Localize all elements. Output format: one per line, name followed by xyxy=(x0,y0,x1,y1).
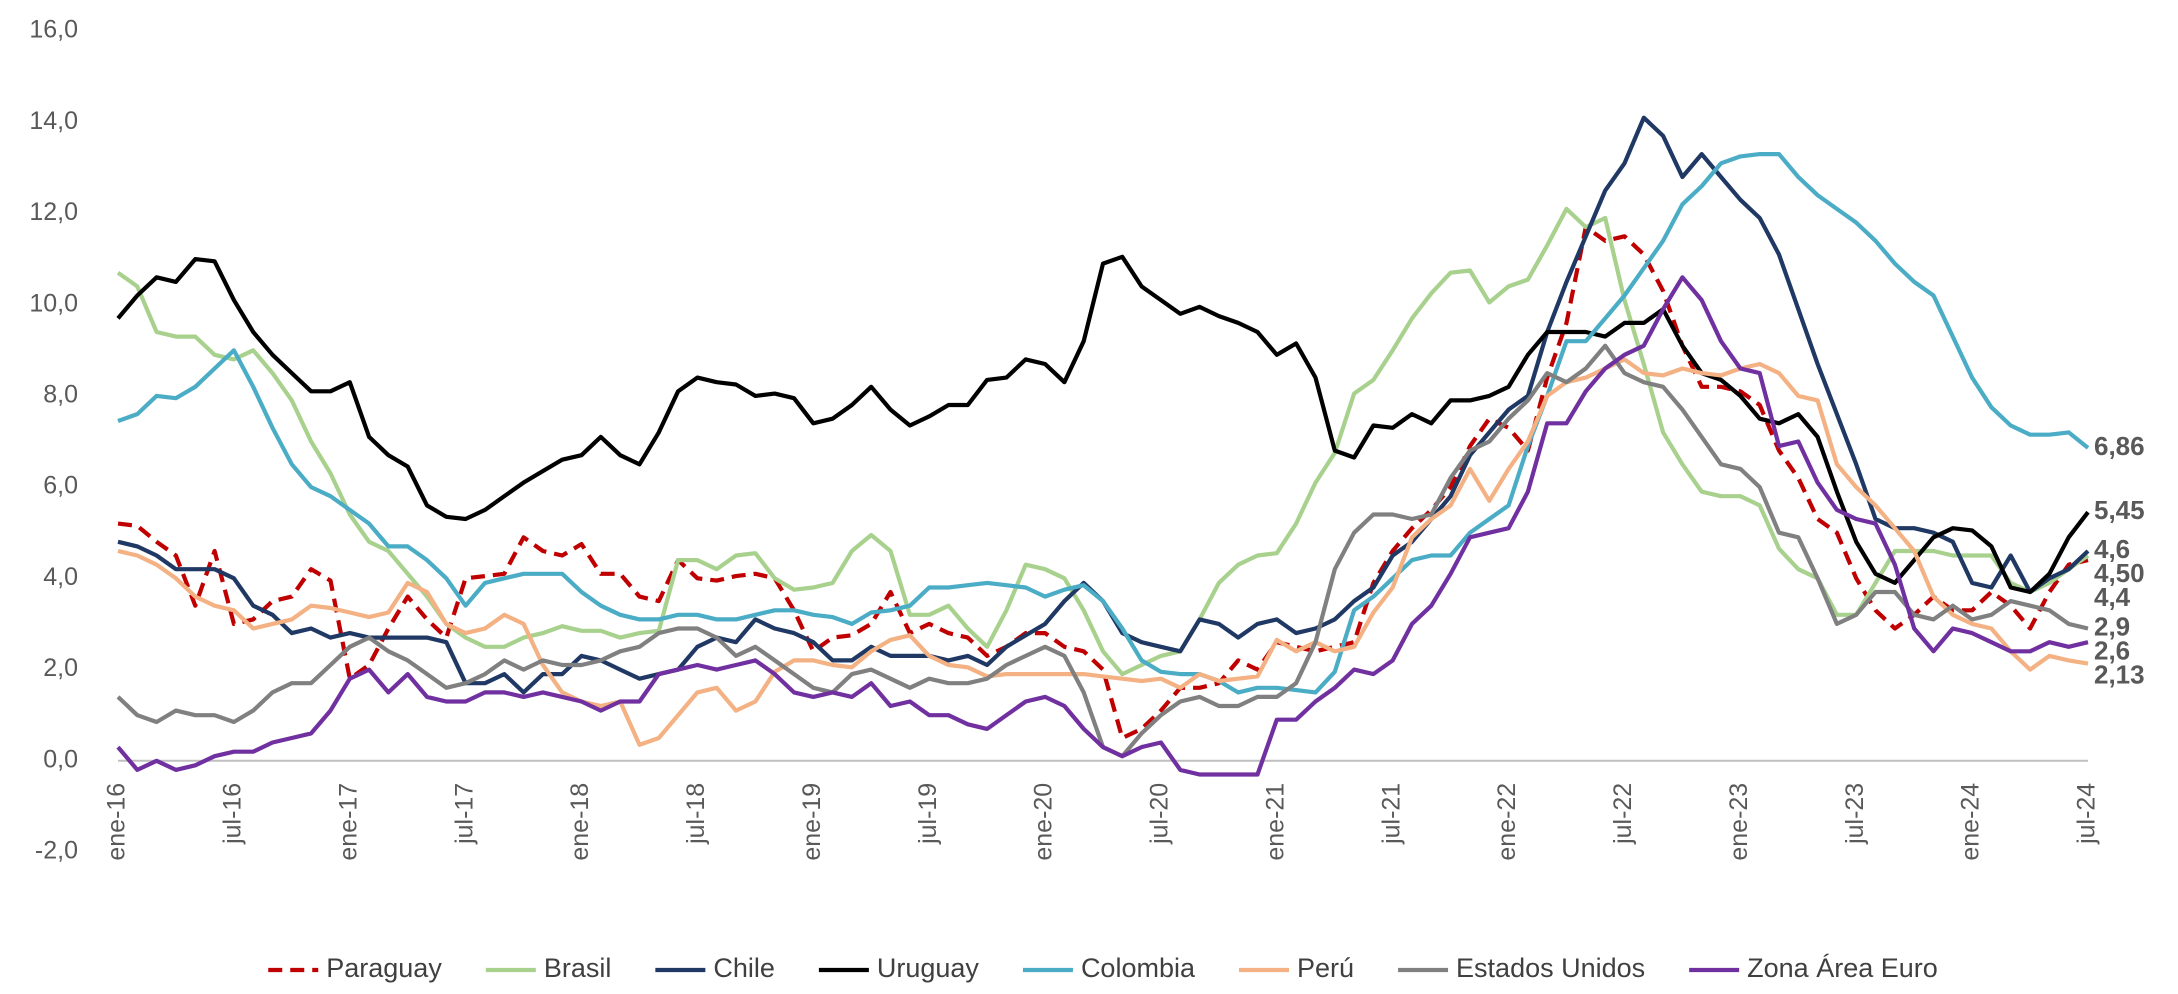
x-tick-label: ene-19 xyxy=(798,783,826,861)
legend-label: Chile xyxy=(713,953,775,983)
y-tick-label: 8,0 xyxy=(43,380,78,408)
x-tick-label: jul-18 xyxy=(682,783,710,845)
legend-label: Estados Unidos xyxy=(1456,953,1645,983)
x-tick-label: ene-16 xyxy=(103,783,131,861)
y-tick-label: 2,0 xyxy=(43,654,78,682)
x-tick-label: ene-17 xyxy=(334,783,362,861)
x-tick-label: jul-24 xyxy=(2073,783,2101,845)
end-label: 4,4 xyxy=(2094,582,2131,612)
legend-label: Uruguay xyxy=(877,953,980,983)
y-tick-label: 4,0 xyxy=(43,563,78,591)
legend-label: Perú xyxy=(1297,953,1354,983)
series-line xyxy=(117,152,2090,695)
series-line xyxy=(116,254,2090,595)
legend: Paraguay Brasil Chile Uruguay Colombia Perú Es… xyxy=(268,953,1938,983)
x-tick-label: jul-22 xyxy=(1609,783,1637,845)
y-tick-label: 14,0 xyxy=(29,107,78,135)
end-label: 6,86 xyxy=(2094,431,2145,461)
y-tick-label: 12,0 xyxy=(29,198,78,226)
end-label: 2,9 xyxy=(2094,611,2130,641)
series-line xyxy=(117,115,2090,695)
series-line xyxy=(117,225,2089,741)
y-tick-label: -2,0 xyxy=(35,837,78,865)
legend-label: Colombia xyxy=(1081,953,1196,983)
x-tick-label: jul-23 xyxy=(1841,783,1869,845)
y-tick-label: 10,0 xyxy=(29,289,78,317)
y-tick-label: 0,0 xyxy=(43,745,78,773)
end-label: 2,13 xyxy=(2094,659,2145,689)
x-tick-label: jul-20 xyxy=(1146,783,1174,845)
x-tick-label: jul-21 xyxy=(1377,783,1405,845)
x-tick-label: ene-22 xyxy=(1493,783,1521,861)
x-tick-label: ene-23 xyxy=(1725,783,1753,861)
x-tick-label: jul-17 xyxy=(450,783,478,845)
legend-label: Zona Área Euro xyxy=(1747,953,1938,983)
series-line xyxy=(117,357,2089,747)
x-tick-label: ene-21 xyxy=(1261,783,1289,861)
end-label: 4,6 xyxy=(2094,534,2130,564)
end-label: 4,50 xyxy=(2094,558,2145,588)
legend-label: Brasil xyxy=(544,953,612,983)
x-tick-label: ene-24 xyxy=(1957,783,1985,861)
end-label: 2,6 xyxy=(2094,635,2130,665)
legend-label: Paraguay xyxy=(326,953,442,983)
x-tick-label: ene-18 xyxy=(566,783,594,861)
y-tick-label: 16,0 xyxy=(29,16,78,44)
end-label: 5,45 xyxy=(2094,495,2145,525)
series-line xyxy=(116,275,2089,777)
y-tick-label: 6,0 xyxy=(43,472,78,500)
x-tick-label: jul-16 xyxy=(218,783,246,845)
x-tick-label: jul-19 xyxy=(914,783,942,845)
x-tick-label: ene-20 xyxy=(1030,783,1058,861)
